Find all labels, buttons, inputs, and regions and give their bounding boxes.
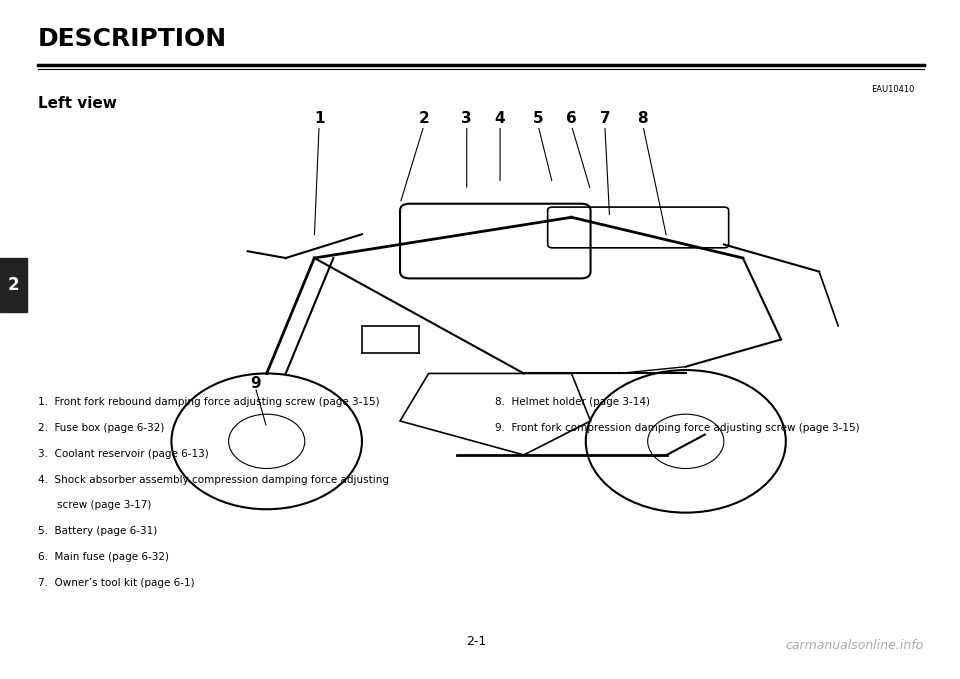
Text: carmanualsonline.info: carmanualsonline.info <box>785 639 924 652</box>
Text: 6.  Main fuse (page 6-32): 6. Main fuse (page 6-32) <box>38 552 169 562</box>
Text: DESCRIPTION: DESCRIPTION <box>38 27 228 51</box>
Text: 8: 8 <box>637 111 648 126</box>
Text: 1.  Front fork rebound damping force adjusting screw (page 3-15): 1. Front fork rebound damping force adju… <box>38 397 380 407</box>
Text: 4: 4 <box>494 111 505 126</box>
Text: 9: 9 <box>250 376 260 391</box>
Text: 2.  Fuse box (page 6-32): 2. Fuse box (page 6-32) <box>38 423 164 433</box>
Text: EAU10410: EAU10410 <box>871 85 914 94</box>
Text: 2: 2 <box>419 111 429 126</box>
Text: 3.  Coolant reservoir (page 6-13): 3. Coolant reservoir (page 6-13) <box>38 449 209 459</box>
Text: 5.  Battery (page 6-31): 5. Battery (page 6-31) <box>38 526 157 536</box>
Text: 7: 7 <box>600 111 611 126</box>
Text: Left view: Left view <box>38 96 117 111</box>
Text: screw (page 3-17): screw (page 3-17) <box>58 500 152 511</box>
Text: 9.  Front fork compression damping force adjusting screw (page 3-15): 9. Front fork compression damping force … <box>495 423 860 433</box>
Text: 8.  Helmet holder (page 3-14): 8. Helmet holder (page 3-14) <box>495 397 650 407</box>
Text: 3: 3 <box>462 111 472 126</box>
Text: 1: 1 <box>314 111 324 126</box>
Text: 5: 5 <box>533 111 543 126</box>
Text: 7.  Owner’s tool kit (page 6-1): 7. Owner’s tool kit (page 6-1) <box>38 578 195 588</box>
Text: 4.  Shock absorber assembly compression damping force adjusting: 4. Shock absorber assembly compression d… <box>38 475 389 485</box>
Text: 6: 6 <box>566 111 577 126</box>
FancyBboxPatch shape <box>0 258 27 312</box>
Text: 2: 2 <box>8 276 19 294</box>
Text: 2-1: 2-1 <box>467 635 487 648</box>
